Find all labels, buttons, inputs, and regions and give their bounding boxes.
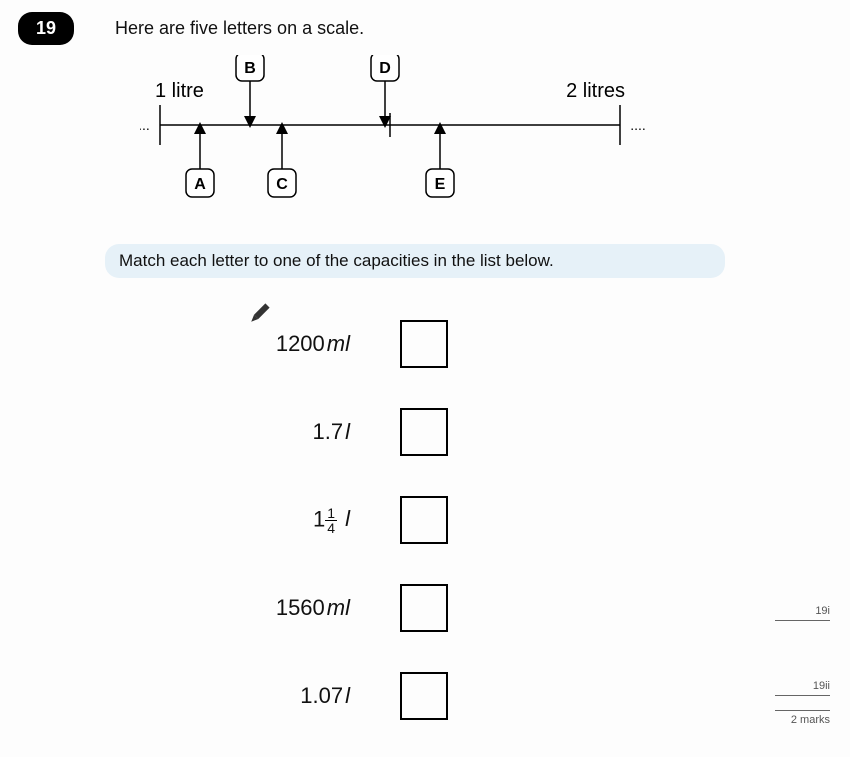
intro-text: Here are five letters on a scale. <box>115 18 364 39</box>
answer-row: 1.7l <box>220 388 448 476</box>
capacity-unit: ml <box>327 331 350 356</box>
answer-row: 1560ml <box>220 564 448 652</box>
dots-right: .... <box>630 117 646 133</box>
capacity-label: 1.7l <box>220 419 400 445</box>
dots-left: .... <box>140 117 150 133</box>
capacity-unit: l <box>345 419 350 444</box>
capacity-value: 1200 <box>276 331 325 356</box>
margin-ref-1-text: 19i <box>815 605 830 617</box>
capacity-value: 1.07 <box>300 683 343 708</box>
capacity-label: 1560ml <box>220 595 400 621</box>
margin-marks-text: 2 marks <box>791 714 830 726</box>
answer-row: 1.07l <box>220 652 448 740</box>
answer-list: 1200ml1.7l114 l1560ml1.07l <box>220 300 448 740</box>
answer-box[interactable] <box>400 408 448 456</box>
capacity-value: 1.7 <box>313 419 344 444</box>
letter-c: C <box>276 176 288 193</box>
margin-marks: 2 marks <box>775 710 830 726</box>
instruction-bar: Match each letter to one of the capaciti… <box>105 244 725 278</box>
scale-svg: ........ 1 litre 2 litres A B C D E <box>140 55 660 235</box>
capacity-label: 114 l <box>220 506 400 535</box>
label-right: 2 litres <box>566 80 625 102</box>
capacity-value: 1560 <box>276 595 325 620</box>
letter-a: A <box>194 176 206 193</box>
capacity-fraction: 14 <box>325 506 337 535</box>
capacity-unit: l <box>345 683 350 708</box>
letter-b: B <box>244 60 256 77</box>
capacity-label: 1.07l <box>220 683 400 709</box>
answer-box[interactable] <box>400 584 448 632</box>
question-number-badge: 19 <box>18 12 74 45</box>
margin-line <box>775 710 830 711</box>
answer-row: 1200ml <box>220 300 448 388</box>
margin-line <box>775 695 830 696</box>
capacity-space <box>337 506 343 531</box>
capacity-unit: ml <box>327 595 350 620</box>
scale-diagram: ........ 1 litre 2 litres A B C D E <box>140 55 660 235</box>
margin-ref-1: 19i <box>775 605 830 621</box>
margin-ref-2-text: 19ii <box>813 680 830 692</box>
answer-row: 114 l <box>220 476 448 564</box>
letter-d: D <box>379 60 391 77</box>
answer-box[interactable] <box>400 672 448 720</box>
letter-e: E <box>435 176 446 193</box>
margin-ref-2: 19ii <box>775 680 830 696</box>
margin-line <box>775 620 830 621</box>
capacity-label: 1200ml <box>220 331 400 357</box>
answer-box[interactable] <box>400 496 448 544</box>
label-left: 1 litre <box>155 80 204 102</box>
capacity-whole: 1 <box>313 506 325 531</box>
capacity-unit: l <box>345 506 350 531</box>
answer-box[interactable] <box>400 320 448 368</box>
